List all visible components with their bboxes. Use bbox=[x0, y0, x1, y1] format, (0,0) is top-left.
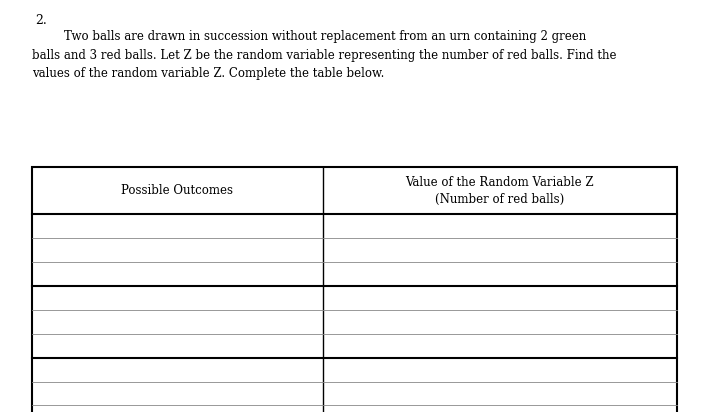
Text: Value of the Random Variable Z: Value of the Random Variable Z bbox=[406, 176, 594, 189]
Text: Two balls are drawn in succession without replacement from an urn containing 2 g: Two balls are drawn in succession withou… bbox=[64, 30, 586, 43]
Text: Possible Outcomes: Possible Outcomes bbox=[121, 184, 233, 197]
Bar bbox=[32, 167, 677, 412]
Text: values of the random variable Z. Complete the table below.: values of the random variable Z. Complet… bbox=[32, 67, 384, 80]
Text: 2.: 2. bbox=[35, 14, 48, 28]
Text: balls and 3 red balls. Let Z be the random variable representing the number of r: balls and 3 red balls. Let Z be the rand… bbox=[32, 49, 616, 62]
Text: (Number of red balls): (Number of red balls) bbox=[435, 192, 564, 206]
